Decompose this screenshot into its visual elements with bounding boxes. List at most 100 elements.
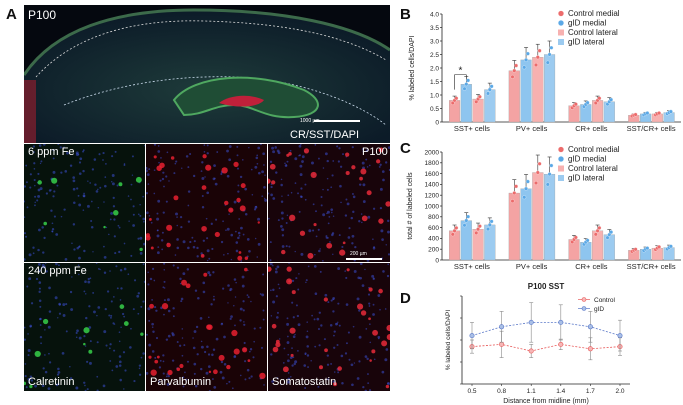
panel-label-c: C [400,140,411,157]
brain-section-drawing [24,8,390,143]
dapi-dot [278,287,281,290]
dapi-dot [237,231,241,235]
labeled-cell [281,249,286,255]
dapi-dot [63,208,66,211]
dapi-dot [25,386,28,389]
dapi-dot [208,273,212,277]
dapi-dot [152,330,155,333]
dapi-dot [28,381,31,384]
dapi-dot [153,279,156,282]
labeled-cell [156,355,160,359]
dapi-dot [283,347,286,350]
dapi-dot [180,225,183,229]
data-point [489,219,494,224]
labeled-cell [83,327,90,334]
dapi-dot [314,144,317,146]
dapi-dot [335,322,338,326]
dapi-dot [305,335,309,339]
dapi-dot [57,370,61,374]
dapi-dot [156,217,160,221]
y-tick-label: 1400 [425,182,440,189]
dapi-dot [251,193,254,196]
dapi-dot [289,149,292,152]
dapi-dot [387,382,390,386]
dapi-dot [87,280,91,284]
dapi-dot [27,333,29,335]
dapi-dot [128,220,130,222]
dapi-dot [300,144,302,146]
panel-label-b: B [400,6,411,23]
dapi-dot [336,145,339,148]
dapi-dot [280,200,284,204]
dapi-dot [256,162,259,165]
dapi-dot [250,300,252,303]
dapi-dot [328,215,331,218]
dapi-dot [44,263,47,265]
labeled-cell [385,384,390,389]
data-point [524,57,529,62]
y-tick-label: 200 [428,247,439,254]
data-point [486,227,490,232]
dapi-dot [242,233,245,236]
dapi-dot [59,146,62,149]
labeled-cell [224,200,229,206]
dapi-dot [30,379,34,382]
dapi-dot [330,208,334,212]
dapi-dot [41,266,44,269]
dapi-dot [163,269,166,271]
data-point [537,161,542,166]
dapi-dot [127,273,130,276]
dapi-dot [40,342,42,345]
dapi-dot [208,257,211,260]
dapi-dot [247,296,250,299]
dapi-dot [117,224,120,227]
dapi-dot [372,303,375,306]
dapi-dot [288,245,291,248]
dapi-dot [320,196,323,199]
dapi-dot [286,335,289,338]
labeled-cell [173,195,179,201]
dapi-dot [326,354,329,357]
dapi-dot [212,348,216,352]
dapi-dot [106,290,110,293]
dapi-dot [292,356,295,359]
labeled-cell [146,235,151,241]
dapi-dot [132,213,135,216]
dapi-dot [65,303,68,306]
dapi-dot [345,276,348,280]
dapi-dot [306,345,310,348]
labeled-cell [233,348,240,355]
dapi-dot [289,375,292,378]
dapi-dot [325,236,328,239]
dapi-dot [38,269,41,272]
data-point [585,238,590,243]
dapi-dot [82,209,85,211]
dapi-dot [29,173,32,176]
dapi-dot [162,372,165,375]
dapi-dot [123,388,125,390]
dapi-dot [92,291,95,294]
dapi-dot [160,239,164,242]
dapi-dot [222,287,225,290]
dapi-dot [64,257,68,261]
dapi-dot [33,151,35,153]
dapi-dot [86,360,89,363]
dapi-dot [227,252,229,255]
dapi-dot [27,354,30,357]
dapi-dot [154,356,157,359]
dapi-dot [246,238,250,241]
dapi-dot [78,336,82,340]
labeled-cell [237,255,243,261]
dapi-dot [196,255,199,258]
dapi-dot [139,214,142,217]
dapi-dot [287,353,290,356]
labeled-cell [88,349,93,354]
dapi-dot [112,205,116,208]
dapi-dot [384,308,387,310]
data-point [487,222,492,227]
dapi-dot [324,293,328,297]
dapi-dot [146,169,148,173]
dapi-dot [299,164,303,168]
dapi-dot [114,252,117,255]
dapi-dot [269,259,272,262]
